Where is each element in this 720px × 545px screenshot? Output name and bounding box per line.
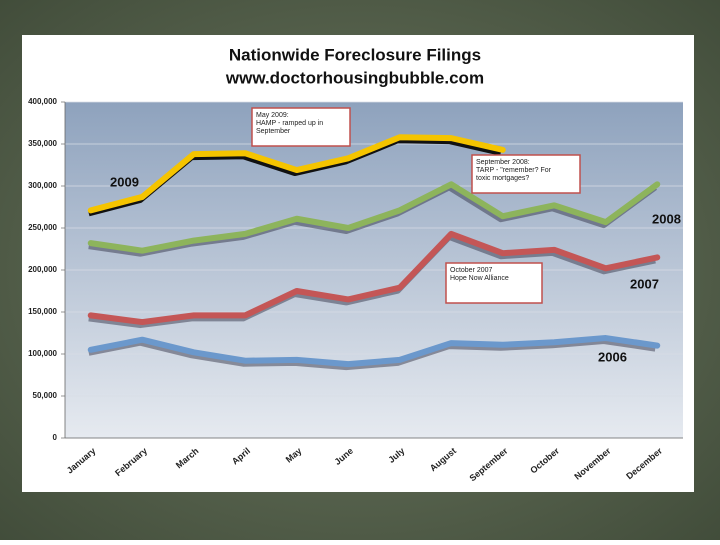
annotation-text: HAMP - ramped up in (256, 120, 323, 127)
y-tick-label: 50,000 (33, 391, 58, 400)
series-label: 2007 (630, 276, 659, 291)
annotation-text: September (256, 128, 291, 135)
annotation-text: May 2009: (256, 112, 289, 119)
series-label: 2008 (652, 211, 681, 226)
y-tick-label: 150,000 (28, 307, 57, 316)
annotation-box (251, 107, 351, 147)
y-tick-label: 100,000 (28, 349, 57, 358)
series-line (87, 230, 661, 326)
annotation-text: TARP - "remember? For (476, 167, 552, 174)
y-tick-label: 300,000 (28, 181, 57, 190)
y-tick-label: 200,000 (28, 265, 57, 274)
chart-subtitle: www.doctorhousingbubble.com (225, 68, 484, 87)
annotation-text: Hope Now Alliance (450, 275, 509, 282)
y-tick-label: 400,000 (28, 97, 57, 106)
annotation-box (445, 262, 543, 304)
y-tick-label: 0 (53, 433, 58, 442)
series-label: 2009 (110, 174, 139, 189)
series-label: 2006 (598, 349, 627, 364)
chart-title: Nationwide Foreclosure Filings (229, 45, 481, 64)
y-tick-label: 250,000 (28, 223, 57, 232)
series-line (87, 181, 661, 254)
annotation-text: September 2008: (476, 159, 530, 166)
series-line (87, 134, 506, 214)
series-line (87, 335, 661, 368)
annotation-box (471, 154, 581, 194)
y-tick-label: 350,000 (28, 139, 57, 148)
annotation-text: toxic mortgages? (476, 175, 529, 182)
annotation-text: October 2007 (450, 267, 493, 274)
